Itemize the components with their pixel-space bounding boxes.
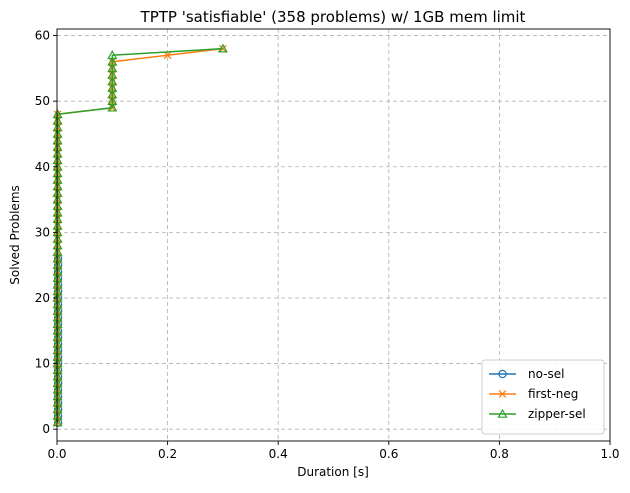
data-point-zipper-sel [52,122,63,132]
x-tick-label: 1.0 [600,447,619,461]
data-point-zipper-sel [52,417,63,427]
y-tick-label: 40 [35,160,50,174]
series-zipper-sel [52,43,228,427]
data-point-zipper-sel [52,181,63,191]
data-point-zipper-sel [52,220,63,230]
x-axis-ticks: 0.0 0.2 0.4 0.6 0.8 1.0 [47,441,620,461]
data-point-zipper-sel [52,410,63,420]
legend-label: zipper-sel [528,407,586,421]
data-point-zipper-sel [52,115,63,125]
data-point-zipper-sel [52,305,63,315]
data-point-zipper-sel [52,384,63,394]
legend-marker [498,369,507,379]
legend-item-first-neg: first-neg [489,387,578,401]
data-point-zipper-sel [107,82,118,92]
data-point-zipper-sel [52,378,63,388]
data-point-zipper-sel [52,299,63,309]
data-point-zipper-sel [52,364,63,374]
data-point-first-neg [53,418,62,427]
data-point-zipper-sel [52,154,63,165]
y-tick-label: 50 [35,94,50,108]
data-point-zipper-sel [52,338,63,348]
data-point-zipper-sel [52,135,63,145]
legend-marker [497,408,508,418]
data-point-zipper-sel [107,89,118,99]
data-point-zipper-sel [52,318,63,329]
data-point-zipper-sel [107,76,118,86]
data-point-zipper-sel [52,253,63,263]
data-point-zipper-sel [52,266,63,276]
data-point-zipper-sel [52,332,63,342]
y-tick-label: 10 [35,357,50,371]
data-point-zipper-sel [52,371,63,381]
data-point-zipper-sel [52,148,63,158]
x-tick-label: 0.2 [158,447,177,461]
data-point-zipper-sel [52,141,63,151]
data-point-zipper-sel [52,233,63,243]
plot-area [52,43,228,427]
data-point-zipper-sel [52,240,63,250]
data-point-first-neg [163,51,172,60]
data-point-zipper-sel [107,102,118,112]
y-tick-label: 20 [35,291,50,305]
y-tick-label: 0 [42,422,50,436]
data-point-zipper-sel [52,109,63,119]
data-point-zipper-sel [52,246,63,256]
x-tick-label: 0.4 [269,447,288,461]
data-point-zipper-sel [107,95,118,105]
legend: no-sel first-neg zipper-sel [481,359,605,435]
legend-label: first-neg [528,387,578,401]
legend-box [481,359,605,435]
data-point-zipper-sel [107,56,118,66]
x-tick-label: 0.6 [379,447,398,461]
y-axis-label: Solved Problems [8,185,22,285]
data-point-zipper-sel [52,168,63,178]
data-point-zipper-sel [52,345,63,355]
data-point-zipper-sel [52,187,63,197]
data-point-zipper-sel [107,69,118,79]
data-point-zipper-sel [52,207,63,217]
chart-title: TPTP 'satisfiable' (358 problems) w/ 1GB… [140,8,526,26]
legend-marker [498,390,507,398]
data-point-zipper-sel [52,128,63,138]
data-point-zipper-sel [107,63,118,73]
data-point-zipper-sel [217,43,228,53]
legend-label: no-sel [528,367,564,381]
data-point-zipper-sel [52,286,63,296]
x-axis-label: Duration [s] [297,465,369,479]
y-axis-ticks: 0 10 20 30 40 50 60 [35,29,57,436]
data-point-zipper-sel [52,404,63,414]
data-point-zipper-sel [107,50,118,60]
x-tick-label: 0.0 [47,447,66,461]
data-point-zipper-sel [52,391,63,401]
legend-item-no-sel: no-sel [489,367,564,381]
data-point-zipper-sel [52,273,63,283]
data-point-zipper-sel [52,325,63,335]
axes-frame [56,28,611,442]
data-point-zipper-sel [52,200,63,210]
data-point-zipper-sel [52,312,63,322]
data-point-zipper-sel [52,279,63,289]
data-point-zipper-sel [52,351,63,361]
data-point-zipper-sel [52,194,63,204]
y-tick-label: 60 [35,29,50,43]
data-point-zipper-sel [52,397,63,407]
data-point-zipper-sel [52,174,63,184]
data-point-zipper-sel [52,259,63,269]
x-tick-label: 0.8 [490,447,509,461]
y-tick-label: 30 [35,225,50,239]
data-point-zipper-sel [52,214,63,224]
legend-item-zipper-sel: zipper-sel [489,407,586,421]
